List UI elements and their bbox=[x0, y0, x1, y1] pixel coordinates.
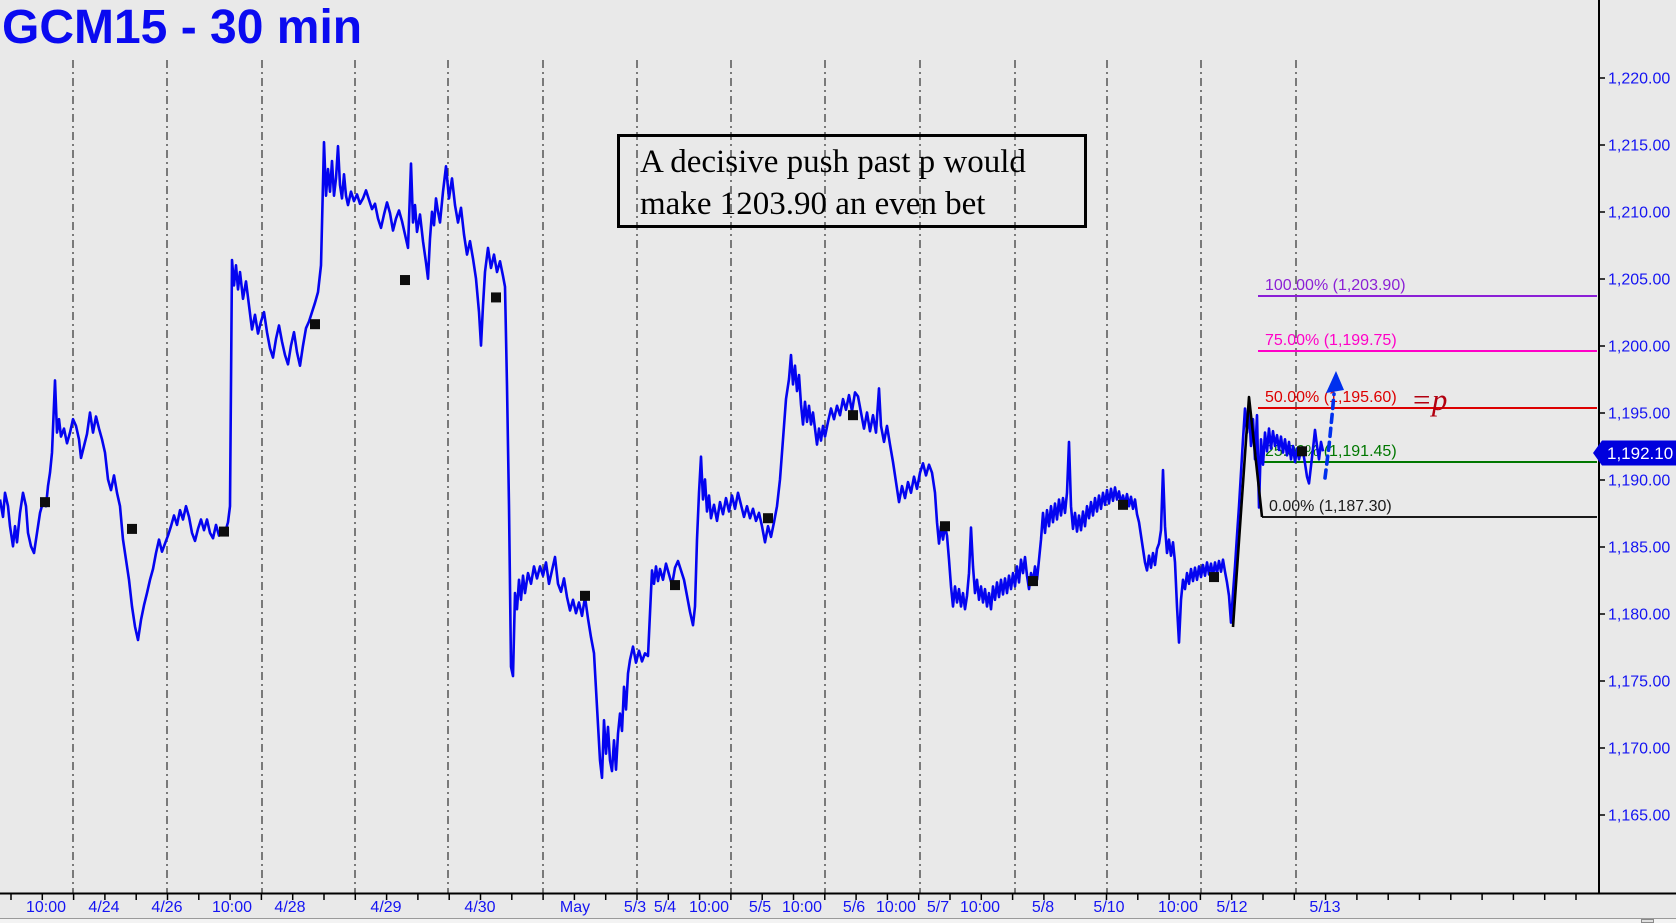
x-axis-label: 10:00 bbox=[689, 899, 729, 916]
y-axis-label: 1,170.00 bbox=[1608, 741, 1670, 758]
session-open-marker bbox=[1209, 572, 1219, 583]
session-open-marker bbox=[763, 513, 773, 524]
x-axis-label: 10:00 bbox=[1158, 899, 1198, 916]
y-axis-label: 1,210.00 bbox=[1608, 205, 1670, 222]
price-series[interactable] bbox=[0, 140, 1325, 780]
fib-level-label: 100.00% (1,203.90) bbox=[1265, 277, 1406, 294]
x-axis-label: 4/24 bbox=[88, 899, 119, 916]
trendline[interactable] bbox=[1231, 395, 1264, 628]
bottom-scrollbar-track[interactable] bbox=[0, 918, 1676, 923]
session-open-marker bbox=[400, 275, 410, 286]
y-axis-label: 1,215.00 bbox=[1608, 138, 1670, 155]
session-open-marker bbox=[670, 580, 680, 591]
x-axis-label: 5/4 bbox=[654, 899, 676, 916]
x-axis-label: 10:00 bbox=[212, 899, 252, 916]
y-axis-label: 1,200.00 bbox=[1608, 339, 1670, 356]
projection-arrow[interactable] bbox=[1323, 392, 1336, 480]
session-open-marker bbox=[40, 497, 50, 508]
session-open-marker bbox=[1297, 446, 1307, 457]
last-price-badge-text: 1,192.10 bbox=[1607, 444, 1673, 463]
x-axis-label: 5/5 bbox=[749, 899, 771, 916]
x-axis-label: 5/8 bbox=[1032, 899, 1054, 916]
x-axis-label: 10:00 bbox=[876, 899, 916, 916]
x-axis-label: 10:00 bbox=[960, 899, 1000, 916]
annotation-box[interactable]: A decisive push past p would make 1203.9… bbox=[617, 134, 1087, 228]
x-axis-label: 5/6 bbox=[843, 899, 865, 916]
scrollbar-grip[interactable] bbox=[1641, 919, 1654, 923]
y-axis-label: 1,205.00 bbox=[1608, 272, 1670, 289]
y-axis-label: 1,165.00 bbox=[1608, 808, 1670, 825]
x-axis-label: 4/28 bbox=[274, 899, 305, 916]
x-axis-label: 4/26 bbox=[151, 899, 182, 916]
x-axis-label: May bbox=[560, 899, 590, 916]
fib-level-label: 50.00% (1,195.60) bbox=[1265, 389, 1397, 406]
session-open-marker bbox=[1028, 576, 1038, 587]
y-axis-label: 1,220.00 bbox=[1608, 71, 1670, 88]
session-open-marker bbox=[580, 590, 590, 601]
x-axis-label: 5/3 bbox=[624, 899, 646, 916]
x-axis-label: 5/13 bbox=[1309, 899, 1340, 916]
session-open-marker bbox=[848, 410, 858, 421]
session-open-marker bbox=[310, 319, 320, 330]
x-axis-label: 10:00 bbox=[782, 899, 822, 916]
session-open-marker bbox=[491, 292, 501, 303]
fib-level-label: 75.00% (1,199.75) bbox=[1265, 332, 1397, 349]
x-axis-label: 5/10 bbox=[1093, 899, 1124, 916]
x-axis-label: 5/12 bbox=[1216, 899, 1247, 916]
session-open-marker bbox=[219, 526, 229, 537]
projection-arrow-head-icon bbox=[1326, 371, 1344, 393]
y-axis-label: 1,190.00 bbox=[1608, 473, 1670, 490]
annotation-line-1: A decisive push past p would bbox=[640, 144, 1026, 180]
y-axis-label: 1,195.00 bbox=[1608, 406, 1670, 423]
fib-level-label: 0.00% (1,187.30) bbox=[1269, 498, 1392, 515]
x-axis-label: 4/29 bbox=[370, 899, 401, 916]
y-axis-label: 1,180.00 bbox=[1608, 607, 1670, 624]
y-axis-label: 1,175.00 bbox=[1608, 674, 1670, 691]
x-axis-label: 10:00 bbox=[26, 899, 66, 916]
session-open-marker bbox=[1118, 499, 1128, 510]
x-axis-label: 4/30 bbox=[464, 899, 495, 916]
y-axis-label: 1,185.00 bbox=[1608, 540, 1670, 557]
session-open-marker bbox=[940, 521, 950, 532]
last-price-badge bbox=[1593, 440, 1676, 466]
session-open-marker bbox=[127, 523, 137, 534]
page-title: GCM15 - 30 min bbox=[2, 1, 363, 54]
x-axis-label: 5/7 bbox=[927, 899, 949, 916]
annotation-line-2: make 1203.90 an even bet bbox=[640, 186, 986, 222]
equals-p-label: =p bbox=[1411, 382, 1447, 417]
